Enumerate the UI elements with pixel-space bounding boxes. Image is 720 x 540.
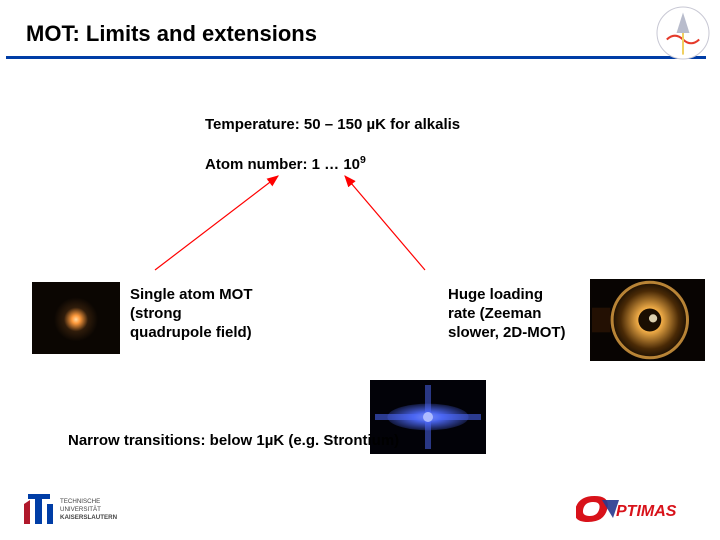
atom-logo (656, 6, 710, 60)
svg-text:PTIMAS: PTIMAS (616, 503, 677, 520)
page-title: MOT: Limits and extensions (26, 20, 317, 48)
single-atom-photo (32, 282, 120, 354)
optimas-logo: PTIMAS (576, 490, 704, 528)
svg-text:TECHNISCHE: TECHNISCHE (60, 498, 100, 505)
svg-text:UNIVERSITÄT: UNIVERSITÄT (60, 506, 101, 513)
loading-rate-caption: Huge loadingrate (Zeemanslower, 2D-MOT) (448, 286, 566, 342)
single-atom-caption: Single atom MOT(strongquadrupole field) (130, 286, 253, 342)
temperature-line: Temperature: 50 – 150 µK for alkalis (205, 116, 460, 135)
narrow-transitions-line: Narrow transitions: below 1µK (e.g. Stro… (68, 432, 399, 451)
atom-number-line: Atom number: 1 … 109 (205, 154, 366, 175)
svg-text:KAISERSLAUTERN: KAISERSLAUTERN (60, 514, 118, 521)
tu-kl-logo: TECHNISCHE UNIVERSITÄT KAISERSLAUTERN (22, 490, 182, 528)
vacuum-cell-photo (590, 279, 705, 361)
atom-number-exponent: 9 (360, 154, 366, 166)
title-rule (6, 56, 706, 59)
arrows-svg (0, 0, 720, 540)
atom-number-prefix: Atom number: 1 … 10 (205, 156, 360, 173)
